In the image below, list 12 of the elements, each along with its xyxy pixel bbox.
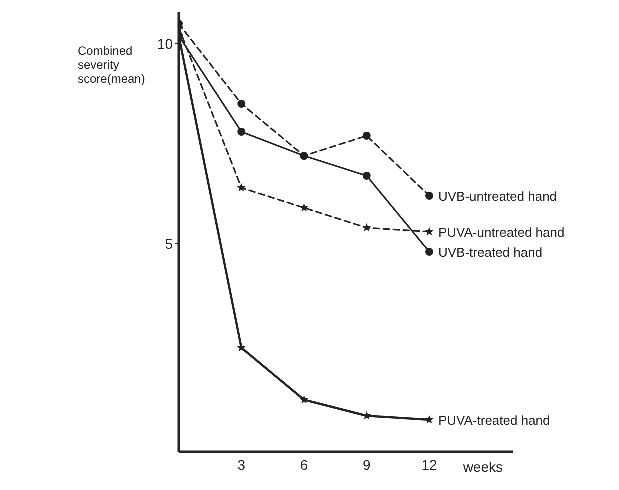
x-tick-label: 3 [238, 456, 246, 473]
x-tick-label: 9 [362, 456, 371, 473]
y-axis-title: Combined severity score(mean) [78, 44, 146, 86]
y-tick-label: 5 [165, 236, 174, 252]
series-label: PUVA-treated hand [438, 413, 550, 428]
x-tick-label: 12 [422, 456, 438, 473]
x-tick-label: 6 [300, 456, 308, 473]
series-label: UVB-treated hand [438, 245, 543, 260]
x-axis-title: weeks [462, 459, 503, 475]
series-label: PUVA-untreated hand [438, 225, 565, 240]
series-label: UVB-untreated hand [438, 189, 558, 204]
y-tick-label: 10 [157, 36, 174, 52]
